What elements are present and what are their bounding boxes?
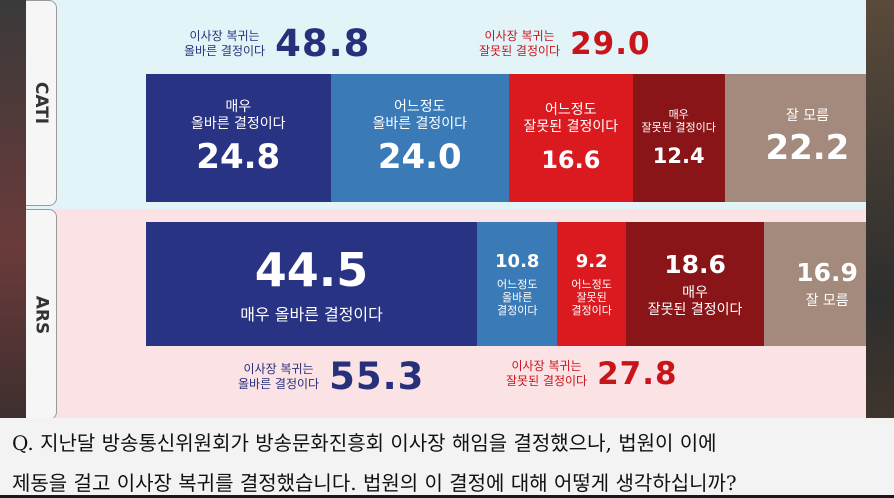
segment-label: 매우 잘못된 결정이다: [641, 107, 716, 134]
cati-summary-positive: 이사장 복귀는 올바른 결정이다 48.8: [184, 22, 370, 65]
ars-summary-negative-label: 이사장 복귀는 잘못된 결정이다: [506, 359, 588, 388]
ars-stacked-bar: 44.5 매우 올바른 결정이다 10.8 어느정도 올바른 결정이다 9.2 어느정도 …: [146, 222, 866, 346]
segment-label: 잘 모름: [805, 293, 849, 310]
question-line-2: 제동을 걸고 이사장 복귀를 결정했습니다. 법원의 이 결정에 대해 어떻게 …: [12, 471, 737, 495]
cati-summary-negative-value: 29.0: [570, 26, 651, 62]
cati-summary-negative: 이사장 복귀는 잘못된 결정이다 29.0: [479, 26, 651, 62]
segment-value: 24.0: [377, 136, 462, 177]
segment-label: 매우 올바른 결정이다: [240, 305, 383, 325]
question-line-1: Q. 지난달 방송통신위원회가 방송문화진흥회 이사장 해임을 결정했으나, 법…: [12, 431, 717, 455]
segment-value: 44.5: [254, 243, 369, 298]
segment-label: 어느정도 올바른 결정이다: [372, 99, 468, 132]
background-right: [866, 0, 894, 495]
segment-label: 잘 모름: [785, 107, 829, 124]
bar-segment-cati-3: 매우 잘못된 결정이다 12.4: [632, 74, 725, 202]
cati-summary-positive-label: 이사장 복귀는 올바른 결정이다: [184, 28, 266, 58]
bar-segment-cati-1: 어느정도 올바른 결정이다 24.0: [330, 74, 510, 202]
ars-tab-label: ARS: [31, 295, 51, 334]
bar-segment-ars-1: 10.8 어느정도 올바른 결정이다: [477, 222, 558, 346]
cati-summary-negative-label: 이사장 복귀는 잘못된 결정이다: [479, 29, 561, 58]
segment-value: 24.8: [196, 136, 281, 177]
segment-value: 22.2: [765, 128, 850, 169]
segment-label: 어느정도 올바른 결정이다: [497, 277, 538, 318]
segment-value: 16.6: [541, 145, 601, 174]
bar-segment-cati-4: 잘 모름 22.2: [724, 74, 866, 202]
segment-value: 12.4: [652, 144, 705, 169]
cati-summary-positive-value: 48.8: [275, 22, 371, 65]
segment-value: 16.9: [796, 258, 858, 288]
segment-value: 18.6: [664, 249, 726, 279]
ars-summary-negative: 이사장 복귀는 잘못된 결정이다 27.8: [506, 356, 678, 392]
bar-segment-cati-2: 어느정도 잘못된 결정이다 16.6: [509, 74, 633, 202]
cati-tab-label: CATI: [31, 81, 52, 125]
segment-label: 어느정도 잘못된 결정이다: [523, 102, 619, 135]
bar-segment-ars-0: 44.5 매우 올바른 결정이다: [146, 222, 478, 346]
bar-segment-cati-0: 매우 올바른 결정이다 24.8: [146, 74, 331, 202]
background-left: [0, 0, 26, 495]
bar-segment-ars-3: 18.6 매우 잘못된 결정이다: [625, 222, 765, 346]
ars-summary-positive-value: 55.3: [329, 355, 425, 398]
segment-value: 9.2: [575, 250, 608, 272]
segment-label: 매우 잘못된 결정이다: [647, 284, 743, 318]
segment-label: 어느정도 잘못된 결정이다: [571, 277, 612, 318]
question-caption: Q. 지난달 방송통신위원회가 방송문화진흥회 이사장 해임을 결정했으나, 법…: [0, 418, 894, 495]
chart-panel: CATI ARS 이사장 복귀는 올바른 결정이다 48.8 이사장 복귀는 잘…: [26, 0, 866, 418]
segment-label: 매우 올바른 결정이다: [190, 99, 286, 132]
bar-segment-ars-4: 16.9 잘 모름: [764, 222, 866, 346]
cati-tab: CATI: [26, 0, 57, 206]
ars-tab: ARS: [26, 209, 57, 418]
bar-segment-ars-2: 9.2 어느정도 잘못된 결정이다: [557, 222, 626, 346]
ars-summary-positive: 이사장 복귀는 올바른 결정이다 55.3: [238, 355, 424, 398]
segment-value: 10.8: [495, 250, 540, 272]
ars-summary-negative-value: 27.8: [597, 356, 678, 392]
ars-summary-positive-label: 이사장 복귀는 올바른 결정이다: [238, 361, 320, 391]
cati-stacked-bar: 매우 올바른 결정이다 24.8 어느정도 올바른 결정이다 24.0 어느정도 잘못된…: [146, 74, 866, 202]
